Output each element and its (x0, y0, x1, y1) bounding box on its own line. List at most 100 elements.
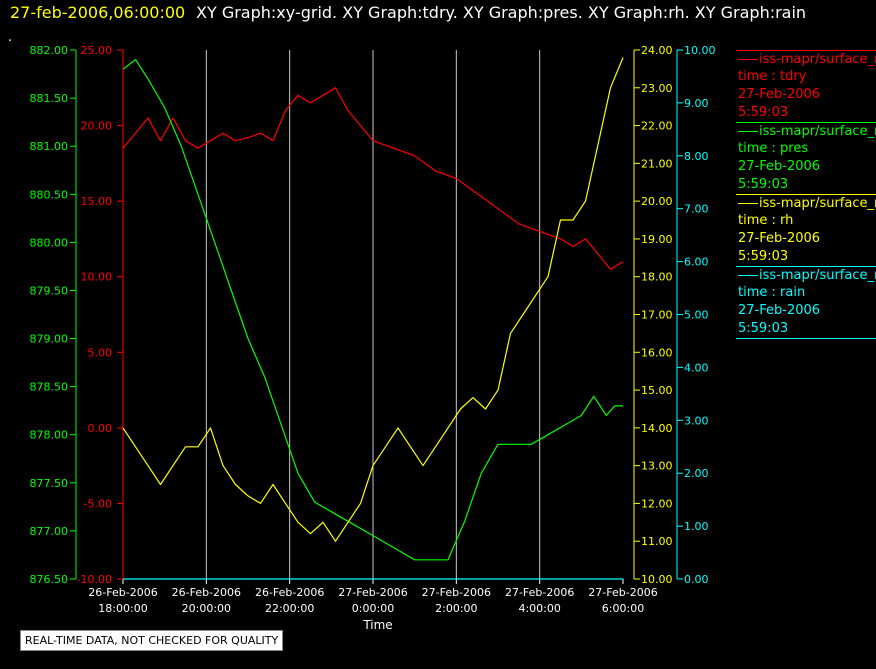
pres-tick-label: 876.50 (30, 573, 69, 586)
x-tick-label-time: 20:00:00 (182, 602, 231, 615)
legend-series-name: iss-mapr/surface_m (759, 52, 876, 67)
rh-tick-label: 12.00 (641, 497, 673, 510)
rh-tick-label: 17.00 (641, 309, 673, 322)
tdry-tick-label: 25.00 (81, 44, 113, 57)
legend-swatch (738, 131, 758, 132)
rain-tick-label: 7.00 (684, 203, 709, 216)
legend-variable: time : rh (738, 213, 794, 228)
legend-swatch (738, 203, 758, 204)
rh-tick-label: 23.00 (641, 82, 673, 95)
rh-tick-label: 16.00 (641, 346, 673, 359)
legend-item-tdry[interactable]: iss-mapr/surface_m time : tdry 27-Feb-20… (736, 50, 876, 122)
tdry-tick-label: 15.00 (81, 195, 113, 208)
x-tick-label-time: 0:00:00 (352, 602, 394, 615)
series-line-tdry (122, 87, 624, 270)
rh-tick-label: 24.00 (641, 44, 673, 57)
x-axis-label: Time (362, 618, 392, 632)
pres-tick-label: 882.00 (30, 44, 69, 57)
pres-tick-label: 877.00 (30, 525, 69, 538)
pres-tick-label: 881.00 (30, 140, 69, 153)
legend-variable: time : pres (738, 141, 809, 156)
rain-tick-label: 2.00 (684, 467, 709, 480)
x-tick-label-date: 27-Feb-2006 (338, 586, 407, 599)
rh-tick-label: 13.00 (641, 460, 673, 473)
tdry-tick-label: 20.00 (81, 120, 113, 133)
legend-date: 27-Feb-2006 (738, 303, 821, 318)
legend-variable: time : rain (738, 285, 806, 300)
pres-tick-label: 879.50 (30, 284, 69, 297)
legend-item-rh[interactable]: iss-mapr/surface_m time : rh 27-Feb-2006… (736, 194, 876, 266)
tdry-tick-label: -5.00 (84, 497, 112, 510)
x-tick-label-time: 4:00:00 (518, 602, 560, 615)
legend-divider (736, 194, 876, 195)
legend-swatch (738, 59, 758, 60)
legend-series-name: iss-mapr/surface_m (759, 124, 876, 139)
legend-item-rain[interactable]: iss-mapr/surface_m time : rain 27-Feb-20… (736, 266, 876, 339)
status-dot: . (8, 30, 13, 45)
x-tick-label-date: 27-Feb-2006 (505, 586, 574, 599)
legend: iss-mapr/surface_m time : tdry 27-Feb-20… (736, 50, 876, 339)
tdry-tick-label: -10.00 (77, 573, 112, 586)
rain-tick-label: 9.00 (684, 97, 709, 110)
pres-tick-label: 880.50 (30, 188, 69, 201)
legend-time: 5:59:03 (738, 249, 789, 264)
legend-series-name: iss-mapr/surface_m (759, 268, 876, 283)
rh-tick-label: 10.00 (641, 573, 673, 586)
legend-date: 27-Feb-2006 (738, 159, 821, 174)
tdry-tick-label: 5.00 (88, 346, 113, 359)
rain-tick-label: 8.00 (684, 150, 709, 163)
rh-tick-label: 21.00 (641, 157, 673, 170)
series-line-rh (122, 57, 624, 542)
legend-variable: time : tdry (738, 69, 807, 84)
legend-series-name: iss-mapr/surface_m (759, 196, 876, 211)
x-tick-label-date: 26-Feb-2006 (255, 586, 324, 599)
x-tick-label-date: 26-Feb-2006 (88, 586, 157, 599)
x-tick-label-date: 27-Feb-2006 (588, 586, 657, 599)
legend-time: 5:59:03 (738, 177, 789, 192)
rain-tick-label: 6.00 (684, 256, 709, 269)
x-tick-label-time: 18:00:00 (98, 602, 147, 615)
rh-tick-label: 18.00 (641, 271, 673, 284)
rh-tick-label: 14.00 (641, 422, 673, 435)
header-graph-list: XY Graph:xy-grid. XY Graph:tdry. XY Grap… (196, 3, 807, 22)
rh-tick-label: 22.00 (641, 120, 673, 133)
header-bar: 27-feb-2006,06:00:00 XY Graph:xy-grid. X… (0, 0, 876, 30)
legend-divider (736, 266, 876, 267)
pres-tick-label: 878.00 (30, 429, 69, 442)
tdry-tick-label: 10.00 (81, 271, 113, 284)
rain-tick-label: 3.00 (684, 414, 709, 427)
pres-tick-label: 881.50 (30, 92, 69, 105)
x-tick-label-date: 27-Feb-2006 (422, 586, 491, 599)
series-line-pres (122, 58, 623, 561)
rh-tick-label: 15.00 (641, 384, 673, 397)
pres-tick-label: 878.50 (30, 381, 69, 394)
pres-tick-label: 880.00 (30, 236, 69, 249)
legend-time: 5:59:03 (738, 105, 789, 120)
legend-date: 27-Feb-2006 (738, 231, 821, 246)
rain-tick-label: 4.00 (684, 361, 709, 374)
legend-divider (736, 122, 876, 123)
legend-swatch (738, 275, 758, 276)
rain-tick-label: 10.00 (684, 44, 716, 57)
legend-date: 27-Feb-2006 (738, 87, 821, 102)
x-tick-label-time: 6:00:00 (602, 602, 644, 615)
x-tick-label-time: 2:00:00 (435, 602, 477, 615)
legend-item-pres[interactable]: iss-mapr/surface_m time : pres 27-Feb-20… (736, 122, 876, 194)
legend-divider (736, 338, 876, 339)
pres-tick-label: 877.50 (30, 477, 69, 490)
header-timestamp: 27-feb-2006,06:00:00 (10, 3, 186, 22)
rain-tick-label: 5.00 (684, 309, 709, 322)
rh-tick-label: 20.00 (641, 195, 673, 208)
legend-time: 5:59:03 (738, 321, 789, 336)
rain-tick-label: 0.00 (684, 573, 709, 586)
quality-notice: REAL-TIME DATA, NOT CHECKED FOR QUALITY (20, 630, 284, 651)
rh-tick-label: 19.00 (641, 233, 673, 246)
x-tick-label-time: 22:00:00 (265, 602, 314, 615)
x-tick-label-date: 26-Feb-2006 (172, 586, 241, 599)
rh-tick-label: 11.00 (641, 535, 673, 548)
pres-tick-label: 879.00 (30, 333, 69, 346)
legend-divider (736, 50, 876, 51)
rain-tick-label: 1.00 (684, 520, 709, 533)
tdry-tick-label: 0.00 (88, 422, 113, 435)
